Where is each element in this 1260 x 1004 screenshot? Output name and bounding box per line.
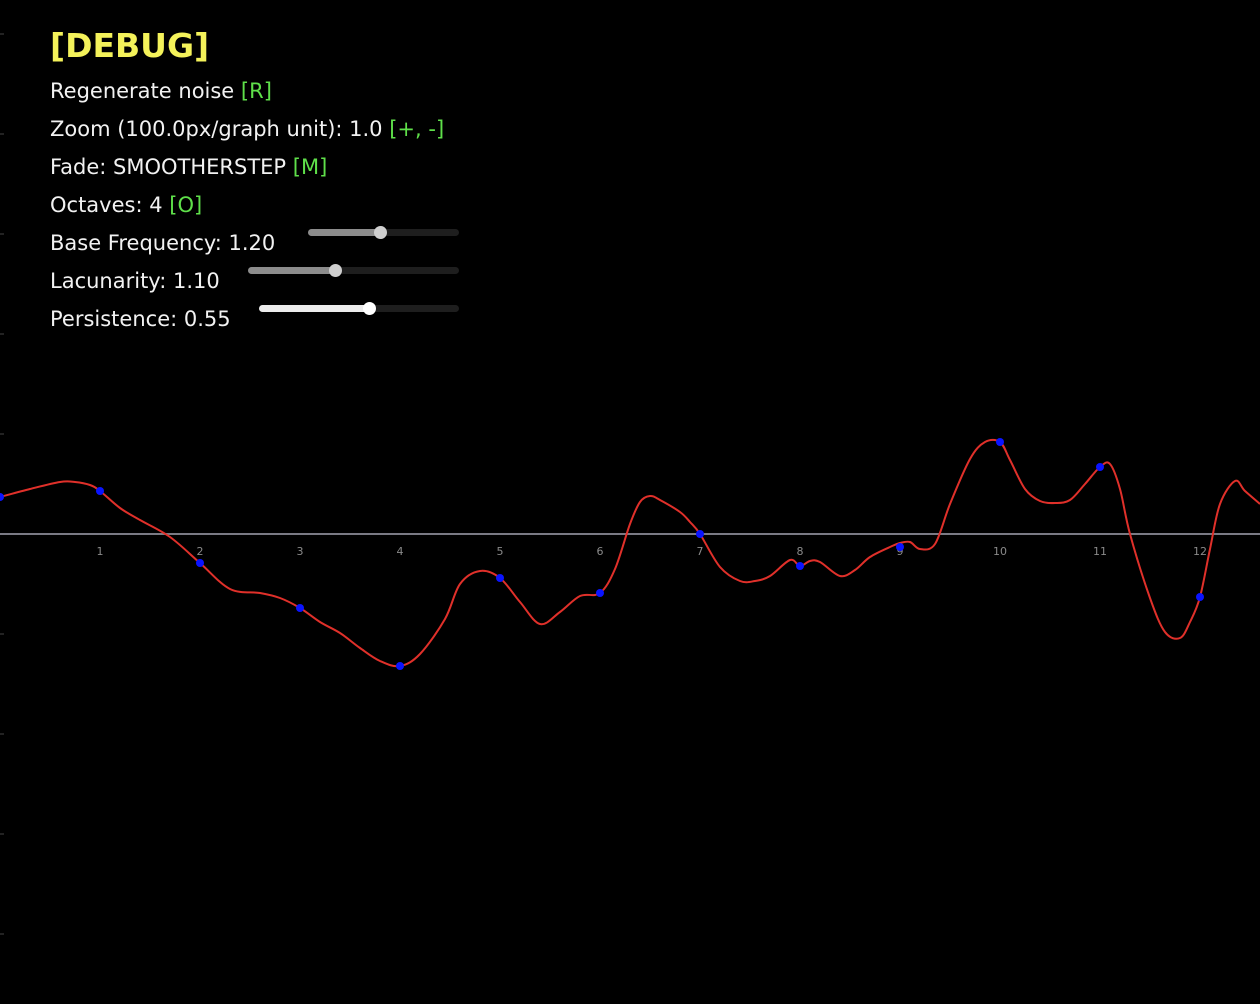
persistence-slider-thumb[interactable] bbox=[363, 302, 376, 315]
lacunarity-slider[interactable] bbox=[248, 264, 459, 277]
persistence-slider-fill bbox=[259, 305, 369, 312]
x-tick-label: 1 bbox=[97, 545, 104, 558]
lattice-point bbox=[1096, 463, 1104, 471]
fade-label: Fade: SMOOTHERSTEP bbox=[50, 155, 287, 179]
y-axis-ticks bbox=[0, 33, 4, 935]
x-tick-label: 3 bbox=[297, 545, 304, 558]
x-axis-tick-labels: 1 2 3 4 5 6 7 8 9 10 11 12 bbox=[97, 545, 1208, 558]
x-tick-label: 6 bbox=[597, 545, 604, 558]
regenerate-row[interactable]: Regenerate noise [R] bbox=[50, 76, 272, 106]
lattice-point bbox=[396, 662, 404, 670]
persistence-label: Persistence: 0.55 bbox=[50, 307, 231, 331]
lacunarity-label: Lacunarity: 1.10 bbox=[50, 269, 220, 293]
zoom-label: Zoom (100.0px/graph unit): 1.0 bbox=[50, 117, 383, 141]
x-tick-label: 9 bbox=[897, 545, 904, 558]
lattice-point bbox=[896, 543, 904, 551]
persistence-slider[interactable] bbox=[259, 302, 459, 315]
base-frequency-slider-thumb[interactable] bbox=[374, 226, 388, 239]
fade-row[interactable]: Fade: SMOOTHERSTEP [M] bbox=[50, 152, 327, 182]
octaves-row[interactable]: Octaves: 4 [O] bbox=[50, 190, 202, 220]
base-frequency-label: Base Frequency: 1.20 bbox=[50, 231, 276, 255]
lattice-point bbox=[696, 530, 704, 538]
x-tick-label: 4 bbox=[397, 545, 404, 558]
lattice-points bbox=[0, 438, 1204, 670]
octaves-key-hint: [O] bbox=[169, 193, 203, 217]
lattice-point bbox=[96, 487, 104, 495]
fade-key-hint: [M] bbox=[292, 155, 328, 179]
zoom-row[interactable]: Zoom (100.0px/graph unit): 1.0 [+, -] bbox=[50, 114, 444, 144]
regenerate-label: Regenerate noise bbox=[50, 79, 241, 103]
x-tick-label: 5 bbox=[497, 545, 504, 558]
x-tick-label: 11 bbox=[1093, 545, 1107, 558]
lattice-point bbox=[496, 574, 504, 582]
x-tick-label: 2 bbox=[197, 545, 204, 558]
lattice-point bbox=[0, 493, 4, 501]
noise-curve bbox=[0, 438, 1260, 668]
regenerate-key-hint: [R] bbox=[240, 79, 272, 103]
x-tick-label: 7 bbox=[697, 545, 704, 558]
lacunarity-slider-thumb[interactable] bbox=[328, 264, 342, 277]
base-frequency-slider-fill bbox=[308, 229, 381, 236]
lattice-point bbox=[796, 562, 804, 570]
base-frequency-slider[interactable] bbox=[308, 226, 459, 239]
lattice-point bbox=[996, 438, 1004, 446]
x-tick-label: 12 bbox=[1193, 545, 1207, 558]
zoom-key-hint: [+, -] bbox=[389, 117, 445, 141]
lattice-point bbox=[1196, 593, 1204, 601]
x-tick-label: 8 bbox=[797, 545, 804, 558]
lattice-point bbox=[296, 604, 304, 612]
lacunarity-slider-fill bbox=[248, 267, 335, 274]
x-tick-label: 10 bbox=[993, 545, 1007, 558]
lattice-point bbox=[596, 589, 604, 597]
octaves-label: Octaves: 4 bbox=[50, 193, 163, 217]
lattice-point bbox=[196, 559, 204, 567]
debug-title: [DEBUG] bbox=[50, 26, 210, 65]
